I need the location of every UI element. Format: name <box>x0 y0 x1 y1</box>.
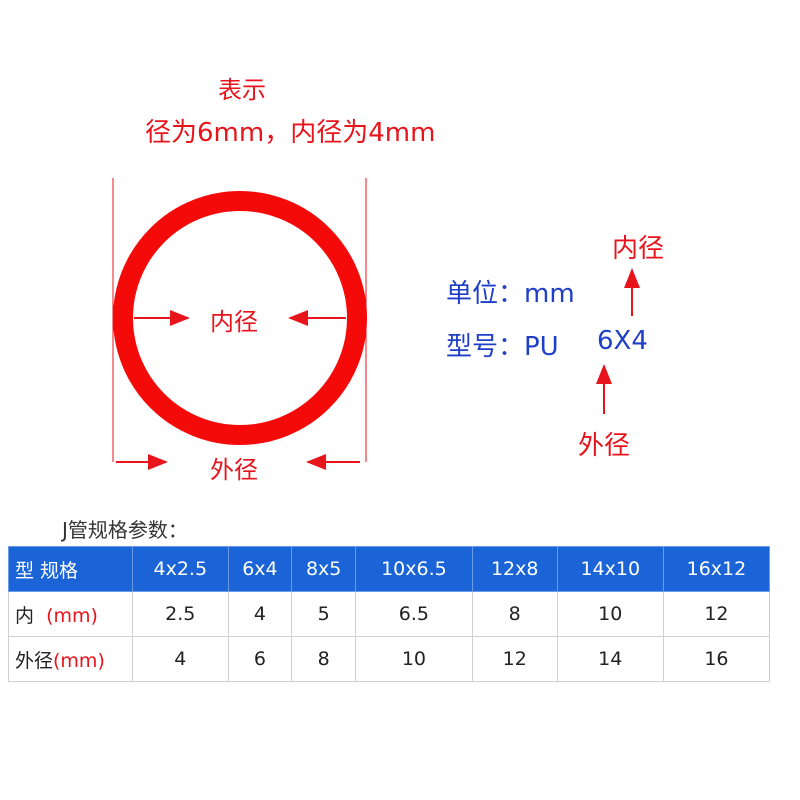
row-label-text: 内 <box>15 604 35 627</box>
table-header-row: 型 规格 4x2.5 6x4 8x5 10x6.5 12x8 14x10 16x… <box>8 546 771 592</box>
table-row: 外径(mm) 4 6 8 10 12 14 16 <box>8 636 771 682</box>
value-cell: 6 <box>227 636 293 682</box>
size-cell: 4x2.5 <box>132 546 229 592</box>
table-row: 内 (mm) 2.5 4 5 6.5 8 10 12 <box>8 591 771 637</box>
unit-label: 单位：mm <box>446 279 575 309</box>
header-cell: 型 规格 <box>8 546 133 592</box>
value-cell: 12 <box>662 591 771 637</box>
size-cell: 10x6.5 <box>355 546 473 592</box>
size-cell: 12x8 <box>471 546 558 592</box>
value-cell: 2.5 <box>132 591 229 637</box>
value-cell: 12 <box>471 636 558 682</box>
caption-line1: 表示 <box>218 76 266 104</box>
value-cell: 8 <box>471 591 558 637</box>
row-label: 内 (mm) <box>8 591 133 637</box>
spec-inner-label: 内径 <box>612 234 665 264</box>
value-cell: 5 <box>291 591 357 637</box>
row-unit: (mm) <box>46 604 98 627</box>
size-cell: 14x10 <box>556 546 664 592</box>
spec-table: 型 规格 4x2.5 6x4 8x5 10x6.5 12x8 14x10 16x… <box>8 546 771 682</box>
tube-cross-section-diagram <box>112 178 640 470</box>
row-unit: (mm) <box>53 649 105 672</box>
tube-ring <box>113 191 367 445</box>
model-label: 型号：PU <box>446 332 559 362</box>
value-cell: 4 <box>132 636 229 682</box>
table-title: J管规格参数： <box>62 518 188 542</box>
caption-line2: 径为6mm，内径为4mm <box>145 118 436 148</box>
value-cell: 10 <box>556 591 664 637</box>
value-cell: 14 <box>556 636 664 682</box>
row-label: 外径(mm) <box>8 636 133 682</box>
size-cell: 8x5 <box>291 546 357 592</box>
outer-diameter-label: 外径 <box>210 456 258 484</box>
value-cell: 8 <box>291 636 357 682</box>
value-cell: 10 <box>355 636 473 682</box>
size-cell: 16x12 <box>662 546 771 592</box>
value-cell: 16 <box>662 636 771 682</box>
row-label-text: 外径 <box>15 649 54 672</box>
spec-outer-label: 外径 <box>578 431 631 461</box>
model-value: 6X4 <box>597 326 648 356</box>
size-cell: 6x4 <box>227 546 293 592</box>
inner-diameter-label: 内径 <box>210 308 258 336</box>
value-cell: 6.5 <box>355 591 473 637</box>
value-cell: 4 <box>227 591 293 637</box>
